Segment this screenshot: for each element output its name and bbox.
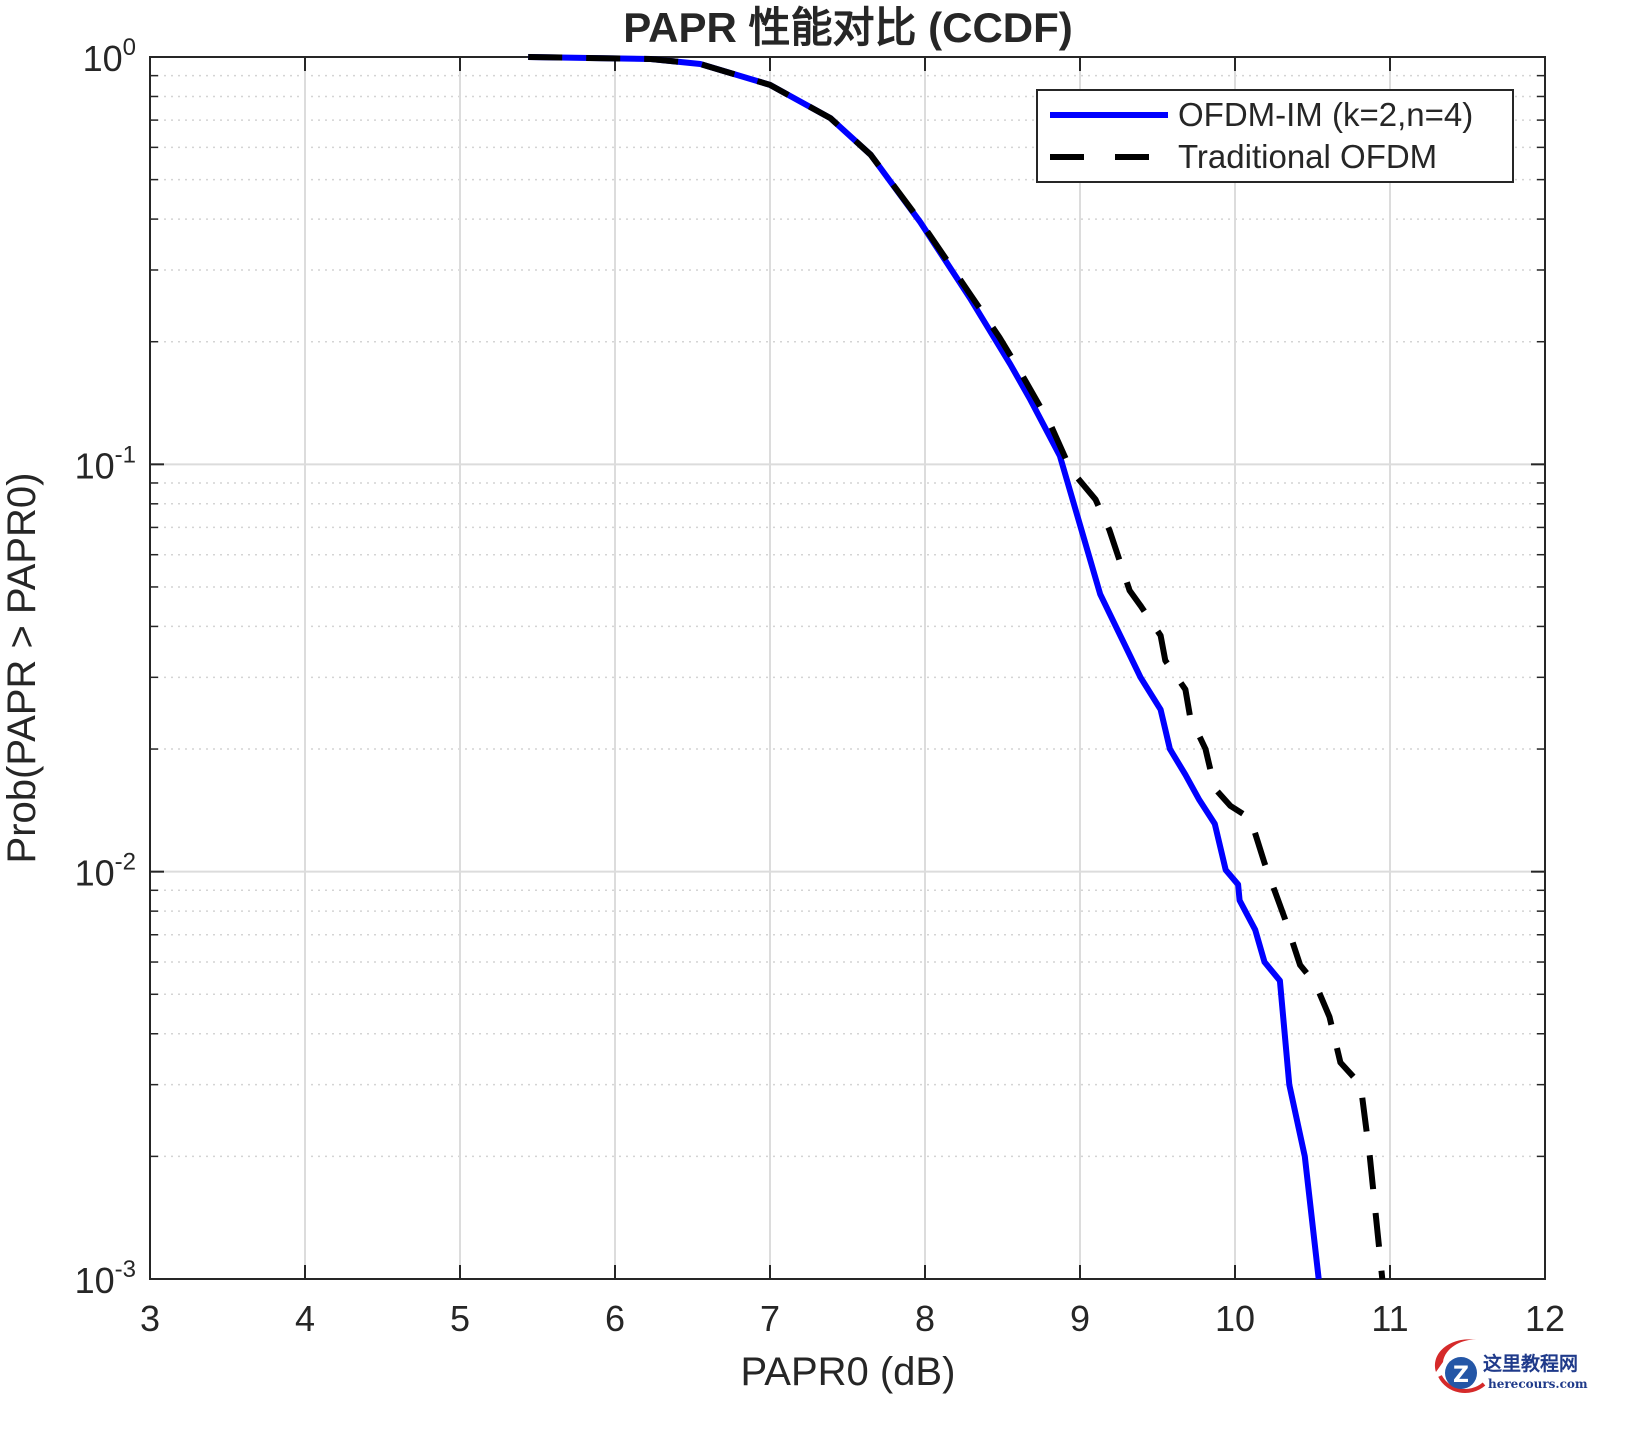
y-tick-label: 100	[83, 34, 136, 79]
legend-label-ofdm-im: OFDM-IM (k=2,n=4)	[1178, 96, 1473, 133]
watermark-en: herecours.com	[1488, 1377, 1588, 1391]
y-tick-label: 10-1	[75, 441, 136, 486]
legend-box	[1036, 89, 1514, 183]
y-tick-label: 10-3	[75, 1256, 136, 1301]
y-tick-label: 10-2	[75, 849, 136, 894]
x-tick-label: 4	[295, 1298, 315, 1339]
y-tick-labels: 100 10-1 10-2 10-3	[75, 34, 136, 1301]
axis-ticks	[149, 56, 1546, 1280]
x-tick-label: 8	[915, 1298, 935, 1339]
watermark-logo-icon: Z	[1435, 1339, 1486, 1393]
x-axis-label: PAPR0 (dB)	[741, 1350, 956, 1394]
plot-area-border	[149, 56, 1546, 1280]
x-tick-label: 6	[605, 1298, 625, 1339]
x-tick-label: 7	[760, 1298, 780, 1339]
svg-text:Z: Z	[1453, 1363, 1469, 1388]
legend-label-traditional-ofdm: Traditional OFDM	[1178, 138, 1437, 175]
series-line-traditional-ofdm	[528, 54, 1386, 1280]
x-tick-label: 5	[450, 1298, 470, 1339]
x-tick-labels: 3 4 5 6 7 8 9 10 11 12	[140, 1298, 1565, 1339]
watermark: Z 这里教程网 herecours.com	[1435, 1339, 1588, 1393]
chart-title: PAPR 性能对比 (CCDF)	[623, 4, 1073, 51]
series-line-ofdm-im	[528, 54, 1322, 1280]
x-tick-label: 9	[1070, 1298, 1090, 1339]
y-axis-label: Prob(PAPR > PAPR0)	[0, 473, 44, 864]
x-tick-label: 3	[140, 1298, 160, 1339]
data-series	[528, 54, 1386, 1280]
watermark-cn: 这里教程网	[1483, 1352, 1578, 1375]
x-tick-label: 11	[1371, 1298, 1408, 1339]
x-tick-label: 10	[1215, 1298, 1255, 1339]
x-tick-label: 12	[1525, 1298, 1565, 1339]
legend: OFDM-IM (k=2,n=4) Traditional OFDM	[1036, 89, 1514, 183]
grid-lines	[149, 56, 1546, 1280]
